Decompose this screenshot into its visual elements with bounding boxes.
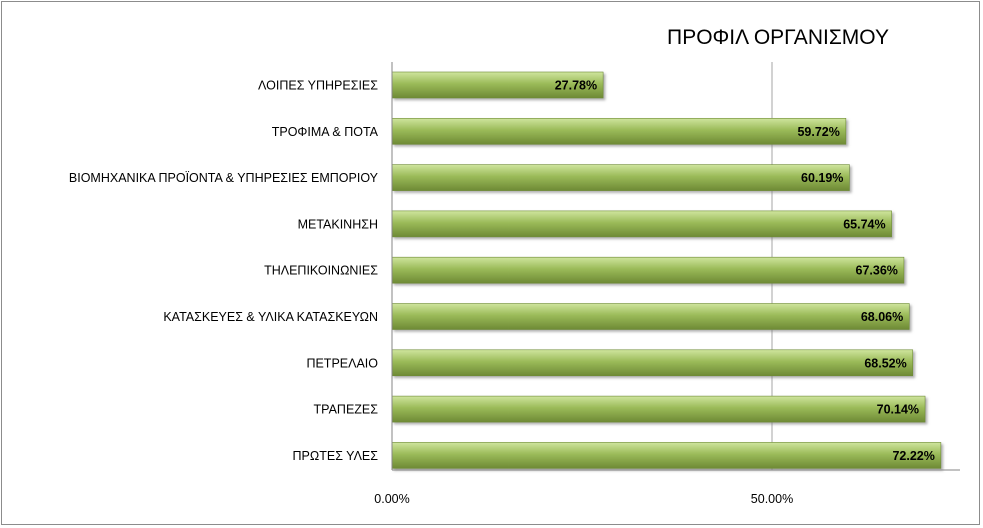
data-label: 70.14% bbox=[877, 403, 919, 417]
chart-title: ΠΡΟΦΙΛ ΟΡΓΑΝΙΣΜΟΥ bbox=[667, 26, 889, 49]
category-label: ΠΕΤΡΕΛΑΙΟ bbox=[306, 356, 378, 370]
bar bbox=[391, 442, 942, 469]
data-label: 59.72% bbox=[797, 125, 839, 139]
data-label: 72.22% bbox=[892, 449, 934, 463]
category-label: ΤΡΑΠΕΖΕΣ bbox=[314, 403, 379, 417]
category-label: ΒΙΟΜΗΧΑΝΙΚΑ ΠΡΟΪΟΝΤΑ & ΥΠΗΡΕΣΙΕΣ ΕΜΠΟΡΙΟ… bbox=[69, 171, 379, 185]
bar bbox=[391, 256, 905, 284]
bar bbox=[391, 71, 604, 99]
data-label: 68.52% bbox=[864, 356, 906, 370]
data-label: 65.74% bbox=[843, 217, 885, 231]
category-label: ΤΡΟΦΙΜΑ & ΠΟΤΑ bbox=[272, 125, 379, 139]
data-label: 60.19% bbox=[801, 171, 843, 185]
x-tick-label: 50.00% bbox=[751, 492, 793, 506]
category-label: ΚΑΤΑΣΚΕΥΕΣ & ΥΛΙΚΑ ΚΑΤΑΣΚΕΥΩΝ bbox=[163, 310, 378, 324]
data-label: 67.36% bbox=[856, 264, 898, 278]
category-label: ΜΕΤΑΚΙΝΗΣΗ bbox=[298, 217, 378, 231]
bar bbox=[391, 210, 892, 238]
bar bbox=[391, 164, 850, 191]
labels-layer: ΛΟΙΠΕΣ ΥΠΗΡΕΣΙΕΣ 27.78% ΤΡΟΦΙΜΑ & ΠΟΤΑ 59.7… bbox=[69, 79, 935, 463]
category-label: ΠΡΩΤΕΣ ΥΛΕΣ bbox=[293, 449, 379, 463]
bars-layer bbox=[391, 71, 942, 469]
bar bbox=[391, 395, 926, 423]
bar bbox=[391, 303, 910, 330]
data-label: 68.06% bbox=[861, 310, 903, 324]
axis-layer: 0.00% 50.00% bbox=[374, 62, 960, 506]
bar bbox=[391, 349, 914, 377]
category-label: ΛΟΙΠΕΣ ΥΠΗΡΕΣΙΕΣ bbox=[258, 79, 378, 93]
bar bbox=[391, 118, 847, 145]
category-label: ΤΗΛΕΠΙΚΟΙΝΩΝΙΕΣ bbox=[264, 264, 378, 278]
x-tick-label: 0.00% bbox=[374, 492, 409, 506]
data-label: 27.78% bbox=[555, 79, 597, 93]
